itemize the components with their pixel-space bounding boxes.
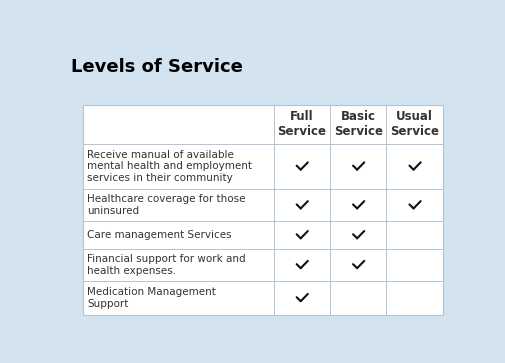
Text: Basic
Service: Basic Service bbox=[334, 110, 383, 138]
Text: Usual
Service: Usual Service bbox=[390, 110, 439, 138]
Text: Receive manual of available
mental health and employment
services in their commu: Receive manual of available mental healt… bbox=[87, 150, 252, 183]
Text: Medication Management
Support: Medication Management Support bbox=[87, 287, 216, 309]
Text: Healthcare coverage for those
uninsured: Healthcare coverage for those uninsured bbox=[87, 194, 246, 216]
Text: Full
Service: Full Service bbox=[277, 110, 326, 138]
Text: Financial support for work and
health expenses.: Financial support for work and health ex… bbox=[87, 254, 246, 276]
Text: Care management Services: Care management Services bbox=[87, 230, 232, 240]
Text: Levels of Service: Levels of Service bbox=[71, 57, 243, 76]
FancyBboxPatch shape bbox=[83, 105, 443, 315]
